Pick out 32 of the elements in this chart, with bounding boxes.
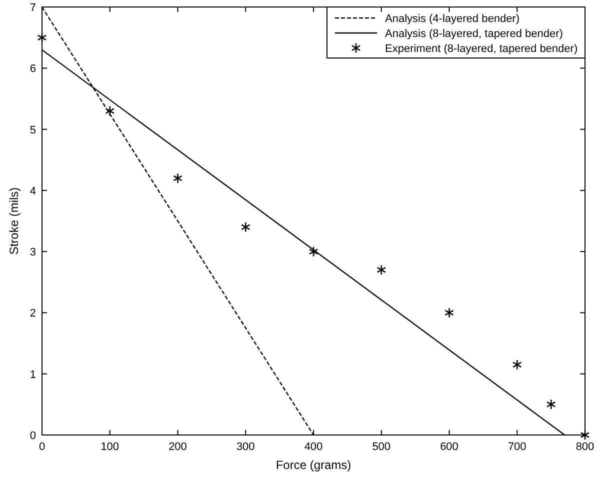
x-tick-label: 100 xyxy=(100,441,120,453)
point xyxy=(240,222,250,232)
legend-label: Analysis (4-layered bender) xyxy=(385,13,520,25)
y-axis-title: Stroke (mils) xyxy=(7,187,21,255)
legend-label: Experiment (8-layered, tapered bender) xyxy=(385,43,578,55)
x-tick-label: 800 xyxy=(576,441,594,453)
point xyxy=(546,399,556,410)
legend-label: Analysis (8-layered, tapered bender) xyxy=(385,28,563,40)
y-tick-label: 5 xyxy=(30,124,36,136)
x-tick-label: 0 xyxy=(38,441,46,453)
point xyxy=(308,246,318,257)
y-tick-label: 1 xyxy=(30,368,36,381)
point xyxy=(580,430,590,440)
x-tick-label: 500 xyxy=(372,441,391,453)
x-tick-label: 300 xyxy=(236,441,255,453)
x-tick-label: 600 xyxy=(440,441,458,453)
y-tick-label: 3 xyxy=(30,246,36,259)
y-tick-label: 4 xyxy=(30,185,36,198)
point xyxy=(173,172,182,184)
x-tick-label: 200 xyxy=(168,441,187,453)
point xyxy=(105,106,115,116)
x-axis-title: Force (grams) xyxy=(276,458,352,472)
y-tick-label: 6 xyxy=(30,63,36,76)
point xyxy=(376,264,386,276)
point xyxy=(37,32,47,43)
x-tick-label: 700 xyxy=(508,441,526,453)
point xyxy=(444,307,454,318)
y-tick-label: 0 xyxy=(30,430,36,442)
point xyxy=(512,359,522,370)
x-tick-label: 400 xyxy=(304,441,323,453)
y-tick-label: 7 xyxy=(30,2,36,14)
y-tick-label: 2 xyxy=(30,308,36,320)
